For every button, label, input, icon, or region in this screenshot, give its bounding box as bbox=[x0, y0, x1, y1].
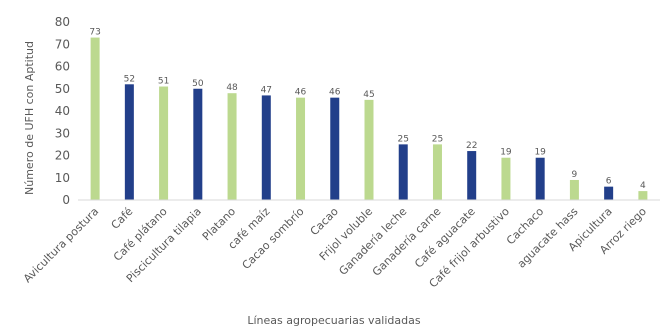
bar-frijol-voluble bbox=[364, 99, 374, 200]
y-tick-label: 40 bbox=[55, 104, 70, 118]
data-label: 51 bbox=[158, 77, 169, 87]
data-label: 50 bbox=[192, 79, 204, 89]
y-axis-ticks: 0 10 20 30 40 50 60 70 80 bbox=[55, 15, 70, 207]
bar-cacao-sombr-o bbox=[296, 97, 306, 200]
bar-caf-pl-tano bbox=[159, 86, 169, 200]
y-tick-label: 10 bbox=[55, 171, 70, 185]
x-tick-label: Café bbox=[109, 205, 136, 232]
bar-cacao bbox=[330, 97, 340, 200]
y-tick-label: 20 bbox=[55, 149, 70, 163]
data-label: 48 bbox=[226, 83, 238, 93]
data-label: 46 bbox=[329, 88, 341, 98]
x-axis-title: Líneas agropecuarias validadas bbox=[247, 314, 420, 327]
y-tick-label: 30 bbox=[55, 126, 70, 140]
bar-cachaco bbox=[535, 157, 545, 200]
x-tick-label: Cacao bbox=[308, 205, 341, 238]
data-label: 6 bbox=[606, 177, 612, 187]
x-tick-label: Cacao sombrío bbox=[240, 205, 307, 272]
y-axis-title: Número de UFH con Aptitud bbox=[23, 41, 36, 195]
bars bbox=[90, 37, 648, 201]
data-label: 52 bbox=[124, 74, 135, 84]
bar-avicultura-postura bbox=[90, 37, 100, 201]
data-label: 47 bbox=[261, 85, 272, 95]
x-tick-label: Avicultura postura bbox=[21, 205, 101, 285]
bar-caf-frijol-arbustivo bbox=[501, 157, 511, 200]
y-tick-label: 80 bbox=[55, 15, 70, 29]
data-label: 45 bbox=[363, 90, 374, 100]
bar-caf- bbox=[124, 84, 134, 200]
data-label: 46 bbox=[295, 88, 307, 98]
data-labels: 73 52 51 50 48 47 46 46 45 25 25 22 19 19 9 6 4 bbox=[89, 28, 646, 192]
data-label: 22 bbox=[466, 141, 477, 151]
data-label: 73 bbox=[89, 28, 100, 38]
data-label: 19 bbox=[534, 148, 546, 158]
data-label: 25 bbox=[432, 134, 443, 144]
data-label: 19 bbox=[500, 148, 512, 158]
bar-ganader-a-carne bbox=[432, 144, 442, 200]
bar-piscicultura-tilapia bbox=[193, 88, 203, 200]
data-label: 9 bbox=[572, 170, 578, 180]
data-label: 25 bbox=[398, 134, 409, 144]
x-tick-label: aguacate hass bbox=[515, 205, 581, 271]
bar-platano bbox=[227, 93, 237, 200]
bar-apicultura bbox=[604, 186, 614, 200]
y-tick-label: 0 bbox=[62, 193, 70, 207]
y-tick-label: 60 bbox=[55, 60, 70, 74]
bar-ganader-a-leche bbox=[398, 144, 408, 200]
data-label: 4 bbox=[640, 181, 646, 191]
y-tick-label: 70 bbox=[55, 37, 70, 51]
bar-arroz-riego bbox=[638, 191, 648, 200]
x-tick-label: Café aguacate bbox=[412, 205, 478, 271]
y-tick-label: 50 bbox=[55, 82, 70, 96]
bar-caf-ma-z bbox=[261, 95, 271, 200]
bar-caf-aguacate bbox=[467, 151, 477, 200]
bar-aguacate-hass bbox=[569, 179, 579, 200]
